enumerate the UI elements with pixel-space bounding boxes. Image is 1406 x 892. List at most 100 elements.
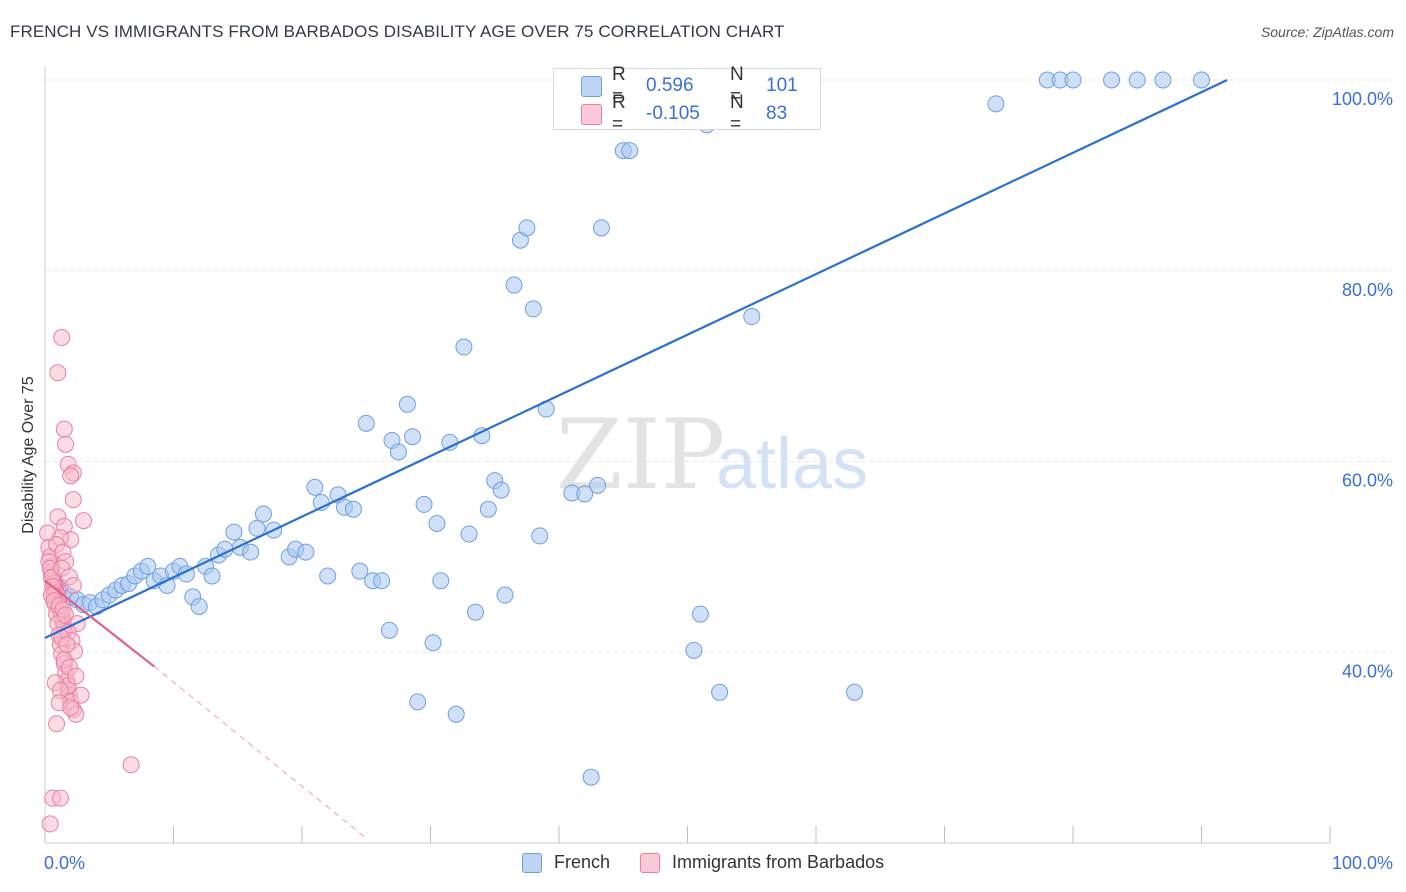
watermark: ZIP atlas: [556, 399, 868, 511]
french-point: [460, 525, 478, 543]
legend-label-barbados: Immigrants from Barbados: [672, 852, 885, 872]
barbados-point: [122, 756, 140, 774]
french-point: [496, 586, 514, 604]
barbados-point: [57, 606, 75, 624]
stats-legend: R = 0.596 N = 101 R = -0.105 N = 83: [553, 64, 821, 135]
barbados-point: [49, 364, 67, 382]
french-point: [576, 485, 594, 503]
french-point: [424, 634, 442, 652]
french-swatch: [581, 75, 602, 97]
bottom-legend: French Immigrants from Barbados: [522, 852, 914, 873]
french-point: [415, 495, 433, 513]
n-value: 101: [766, 75, 798, 96]
barbados-swatch: [581, 103, 602, 125]
french-point: [492, 481, 510, 499]
french-point: [319, 567, 337, 585]
n-value: 83: [766, 103, 788, 124]
french-point: [447, 705, 465, 723]
barbados-point: [75, 512, 93, 530]
french-point: [582, 768, 600, 786]
barbados-point: [62, 699, 80, 717]
french-point: [428, 514, 446, 532]
barbados-point: [64, 576, 82, 594]
french-point: [589, 476, 607, 494]
french-point: [621, 142, 639, 160]
french-point: [743, 308, 761, 326]
barbados-point: [55, 420, 73, 438]
y-axis-label: Disability Age Over 75: [20, 376, 37, 534]
barbados-point: [53, 329, 71, 347]
french-point: [398, 395, 416, 413]
y-tick-label: 40.0%: [1342, 661, 1393, 681]
french-point: [306, 478, 324, 496]
french-point: [225, 523, 243, 541]
legend-label-french: French: [554, 852, 611, 872]
french-point: [351, 562, 369, 580]
r-value: 0.596: [646, 75, 694, 96]
barbados-point: [48, 715, 66, 733]
legend-item-french[interactable]: French: [522, 852, 610, 873]
french-legend-swatch: [522, 852, 542, 873]
french-point: [297, 543, 315, 561]
y-tick-label: 60.0%: [1342, 471, 1393, 491]
french-point: [518, 219, 536, 237]
barbados-legend-swatch: [640, 852, 661, 873]
french-point: [380, 621, 398, 639]
r-value: -0.105: [646, 103, 700, 124]
french-point: [691, 605, 709, 623]
french-point: [592, 219, 610, 237]
french-point: [203, 567, 221, 585]
chart-title: FRENCH VS IMMIGRANTS FROM BARBADOS DISAB…: [10, 22, 785, 41]
trendlines: [44, 79, 1228, 839]
n-label: N =: [730, 92, 744, 135]
watermark-atlas: atlas: [716, 424, 868, 504]
french-point: [373, 572, 391, 590]
french-point: [455, 338, 473, 356]
french-point: [505, 276, 523, 294]
tick-labels: 40.0% 60.0% 80.0% 100.0% 0.0% 100.0%: [44, 89, 1393, 873]
french-point: [357, 414, 375, 432]
x-tick-label: 0.0%: [44, 853, 85, 873]
y-tick-label: 100.0%: [1332, 89, 1393, 109]
french-point: [531, 527, 549, 545]
french-point: [846, 683, 864, 701]
barbados-point: [57, 435, 75, 453]
barbados-point: [41, 815, 59, 833]
y-tick-label: 80.0%: [1342, 280, 1393, 300]
french-point: [254, 505, 272, 523]
barbados-points: [39, 329, 140, 833]
barbados-point: [72, 686, 90, 704]
french-point: [1193, 71, 1210, 89]
french-point: [242, 543, 260, 561]
gridlines: [45, 79, 1392, 653]
barbados-point: [58, 636, 76, 654]
french-point: [1128, 71, 1146, 89]
french-point: [466, 603, 484, 621]
french-trendline: [44, 79, 1228, 639]
barbados-point: [62, 467, 80, 485]
barbados-point: [51, 789, 69, 807]
french-point: [248, 519, 266, 537]
n-label: N =: [730, 64, 744, 107]
r-label: R =: [612, 64, 626, 107]
barbados-point: [67, 667, 85, 685]
french-point: [1154, 71, 1172, 89]
barbados-point: [64, 491, 82, 509]
french-point: [190, 597, 208, 615]
r-label: R =: [612, 92, 626, 135]
french-point: [139, 557, 157, 575]
french-point: [432, 572, 450, 590]
french-point: [524, 300, 542, 318]
french-point: [711, 683, 729, 701]
french-point: [987, 95, 1005, 113]
french-point: [1103, 71, 1121, 89]
french-point: [344, 500, 362, 518]
french-point: [479, 500, 497, 518]
french-points: [42, 71, 1210, 786]
french-point: [404, 428, 422, 446]
barbados-trendline: [44, 579, 155, 668]
legend-item-barbados[interactable]: Immigrants from Barbados: [640, 852, 884, 873]
barbados-trendline-extension: [153, 666, 367, 839]
x-tick-label: 100.0%: [1332, 853, 1393, 873]
